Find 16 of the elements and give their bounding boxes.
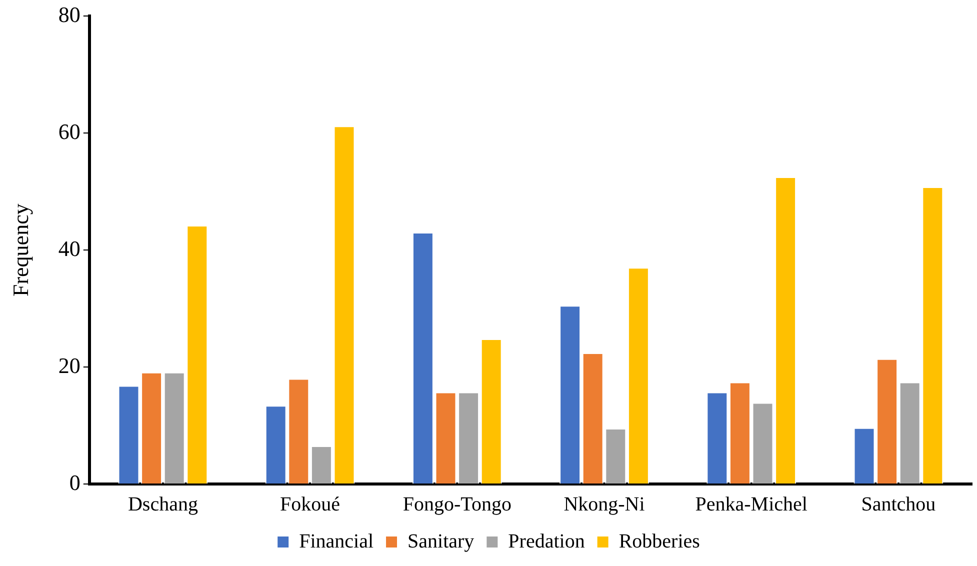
legend-label: Sanitary: [408, 530, 474, 552]
x-tick-label: Penka-Michel: [695, 493, 808, 516]
y-axis-title: Frequency: [8, 204, 33, 297]
x-tick-label: Dschang: [128, 493, 198, 516]
x-tick-label: Santchou: [861, 493, 936, 516]
y-tick-label: 0: [69, 470, 80, 495]
y-tick-label: 60: [58, 118, 80, 144]
legend-label: Robberies: [618, 530, 700, 552]
y-tick-label: 20: [58, 352, 80, 378]
y-tick-label: 80: [58, 2, 80, 27]
x-tick-label: Fongo-Tongo: [402, 493, 512, 516]
y-tick-label: 40: [58, 236, 80, 261]
x-tick-label: Fokoué: [280, 493, 340, 516]
legend-label: Predation: [508, 530, 585, 552]
legend-label: Financial: [299, 530, 374, 552]
x-tick-label: Nkong-Ni: [564, 493, 646, 516]
